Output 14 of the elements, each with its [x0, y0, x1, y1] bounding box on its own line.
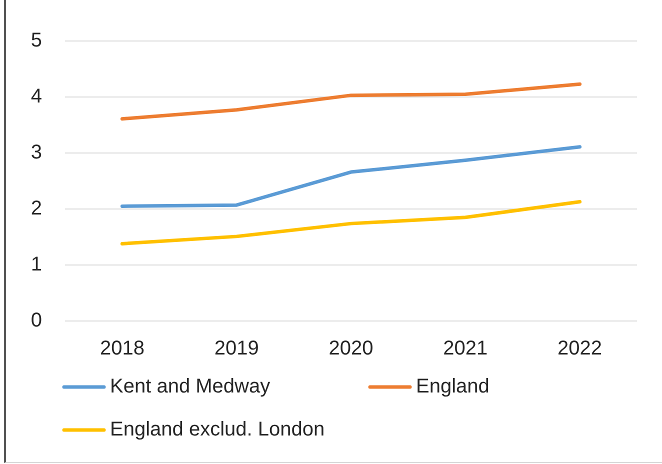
y-tick-label: 4: [30, 86, 42, 108]
x-tick-label: 2020: [328, 338, 374, 360]
y-tick-label: 5: [30, 30, 42, 52]
legend-label: England exclud. London: [110, 418, 325, 441]
legend-label: Kent and Medway: [110, 376, 270, 398]
x-tick-label: 2019: [214, 338, 259, 360]
legend-label: England: [416, 376, 490, 398]
y-tick-label: 3: [30, 142, 42, 164]
y-tick-label: 0: [30, 310, 42, 332]
x-tick-label: 2021: [443, 338, 488, 360]
x-tick-label: 2018: [100, 338, 144, 360]
x-tick-label: 2022: [558, 338, 602, 360]
y-tick-label: 2: [30, 198, 42, 220]
y-tick-label: 1: [30, 254, 42, 276]
